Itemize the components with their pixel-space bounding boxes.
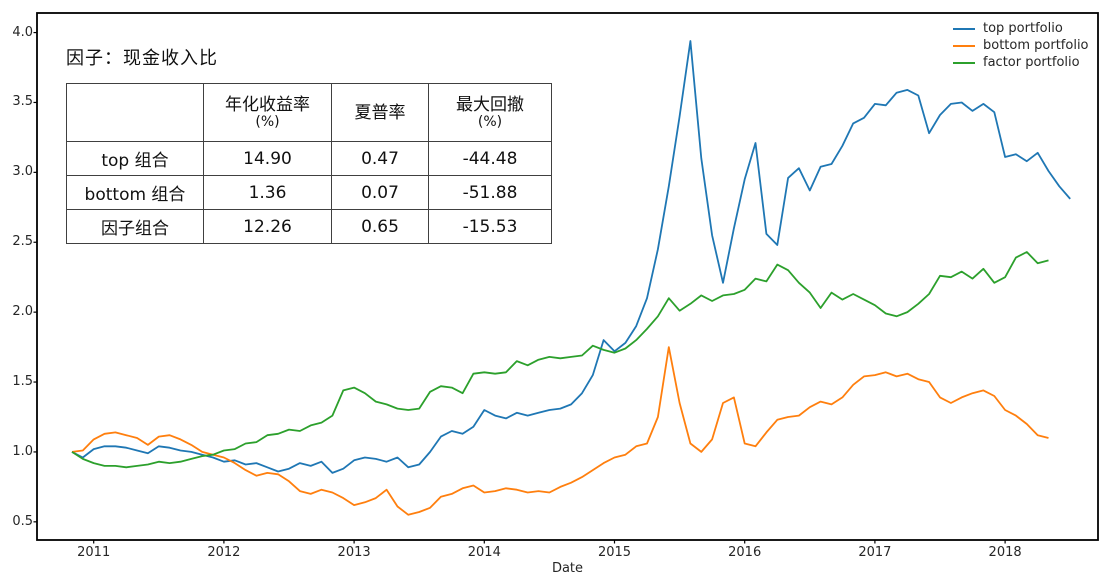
y-tick-label: 1.0 xyxy=(12,443,33,459)
header-unit: (%) xyxy=(255,114,280,130)
header-label: 年化收益率 xyxy=(225,95,310,115)
cell-max-drawdown: -51.88 xyxy=(428,175,552,210)
cell-sharpe: 0.65 xyxy=(331,209,429,244)
header-unit: (%) xyxy=(477,114,503,130)
plot-border xyxy=(36,12,1099,541)
y-tick-label: 3.0 xyxy=(12,164,33,180)
cell-annual-return: 1.36 xyxy=(203,175,332,210)
header-label: 夏普率 xyxy=(354,102,406,123)
y-tick-label: 2.0 xyxy=(12,304,33,320)
cell-sharpe: 0.07 xyxy=(331,175,429,210)
chart-legend: top portfolio bottom portfolio factor po… xyxy=(953,20,1089,71)
x-tick-label: 2011 xyxy=(77,545,111,560)
header-label: 最大回撤 xyxy=(456,95,524,115)
table-header-sharpe: 夏普率 xyxy=(331,83,429,142)
table-header-max-drawdown: 最大回撤 (%) xyxy=(428,83,552,142)
legend-line-sample xyxy=(953,44,975,47)
legend-line-sample xyxy=(953,27,975,30)
table-header-empty-cell xyxy=(66,83,204,142)
x-tick-label: 2018 xyxy=(988,545,1022,560)
series-line-top-portfolio xyxy=(71,40,1071,474)
row-label: top 组合 xyxy=(66,141,204,176)
table-row-top: top 组合 14.90 0.47 -44.48 xyxy=(66,141,552,176)
legend-label: top portfolio xyxy=(983,21,1063,36)
performance-stats-table: 年化收益率 (%) 夏普率 最大回撤 (%) top 组合 14.90 0.47… xyxy=(66,83,552,244)
x-tick-label: 2013 xyxy=(337,545,371,560)
cell-sharpe: 0.47 xyxy=(331,141,429,176)
table-header-row: 年化收益率 (%) 夏普率 最大回撤 (%) xyxy=(66,83,552,142)
cell-annual-return: 14.90 xyxy=(203,141,332,176)
chart-title: 因子：现金收入比 xyxy=(66,48,218,69)
x-tick-label: 2016 xyxy=(728,545,762,560)
row-label: bottom 组合 xyxy=(66,175,204,210)
legend-item-bottom-portfolio: bottom portfolio xyxy=(953,37,1089,54)
legend-item-top-portfolio: top portfolio xyxy=(953,20,1089,37)
y-tick-label: 3.5 xyxy=(12,94,33,110)
y-tick-label: 1.5 xyxy=(12,374,33,390)
y-tick-label: 0.5 xyxy=(12,513,33,529)
table-header-annual-return: 年化收益率 (%) xyxy=(203,83,332,142)
x-tick-label: 2012 xyxy=(207,545,241,560)
legend-label: factor portfolio xyxy=(983,55,1080,70)
series-line-bottom-portfolio xyxy=(71,346,1049,516)
y-tick-label: 4.0 xyxy=(12,24,33,40)
legend-item-factor-portfolio: factor portfolio xyxy=(953,54,1089,71)
cell-max-drawdown: -44.48 xyxy=(428,141,552,176)
row-label: 因子组合 xyxy=(66,209,204,244)
x-tick-label: 2014 xyxy=(467,545,501,560)
legend-label: bottom portfolio xyxy=(983,38,1089,53)
x-tick-label: 2015 xyxy=(597,545,632,560)
x-axis-label: Date xyxy=(551,561,584,576)
y-tick-label: 2.5 xyxy=(12,234,33,250)
cell-annual-return: 12.26 xyxy=(203,209,332,244)
table-row-bottom: bottom 组合 1.36 0.07 -51.88 xyxy=(66,175,552,210)
legend-line-sample xyxy=(953,61,975,64)
table-row-factor: 因子组合 12.26 0.65 -15.53 xyxy=(66,209,552,244)
x-tick-label: 2017 xyxy=(858,545,892,560)
cell-max-drawdown: -15.53 xyxy=(428,209,552,244)
series-line-factor-portfolio xyxy=(71,251,1049,469)
